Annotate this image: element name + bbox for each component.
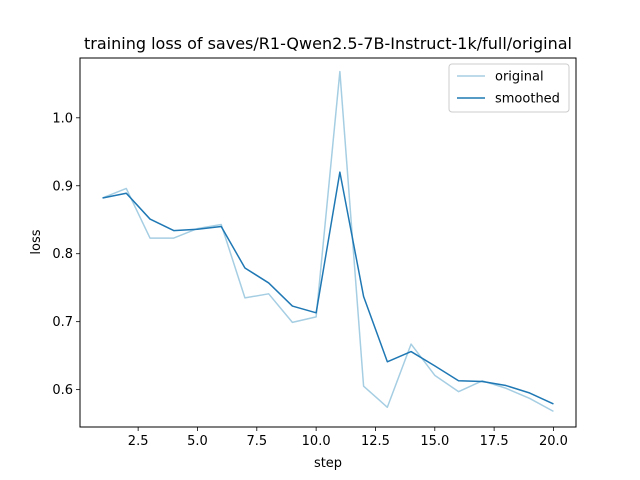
y-axis: 0.6 0.7 0.8 0.9 1.0	[52, 111, 80, 398]
x-tick-label: 7.5	[246, 434, 267, 449]
y-axis-label: loss	[29, 229, 44, 254]
legend-label-original: original	[495, 70, 544, 85]
chart-title: training loss of saves/R1-Qwen2.5-7B-Ins…	[84, 34, 572, 53]
y-tick-label: 0.7	[52, 315, 73, 330]
legend-label-smoothed: smoothed	[495, 92, 560, 107]
x-tick-label: 15.0	[420, 434, 449, 449]
series-line-original	[102, 70, 554, 413]
series-line-smoothed	[102, 171, 554, 405]
x-tick-label: 17.5	[480, 434, 509, 449]
x-tick-label: 2.5	[128, 434, 149, 449]
x-tick-label: 5.0	[187, 434, 208, 449]
x-tick-label: 12.5	[361, 434, 390, 449]
x-axis: 2.5 5.0 7.5 10.0 12.5 15.0 17.5 20.0	[128, 427, 568, 449]
x-axis-label: step	[314, 456, 342, 471]
legend: original smoothed	[448, 63, 570, 113]
y-tick-label: 0.9	[52, 179, 73, 194]
y-tick-label: 1.0	[52, 111, 73, 126]
y-tick-label: 0.6	[52, 383, 73, 398]
plot-lines	[102, 70, 554, 413]
plot-frame	[79, 57, 577, 428]
x-tick-label: 10.0	[302, 434, 331, 449]
x-tick-label: 20.0	[539, 434, 568, 449]
y-tick-label: 0.8	[52, 247, 73, 262]
